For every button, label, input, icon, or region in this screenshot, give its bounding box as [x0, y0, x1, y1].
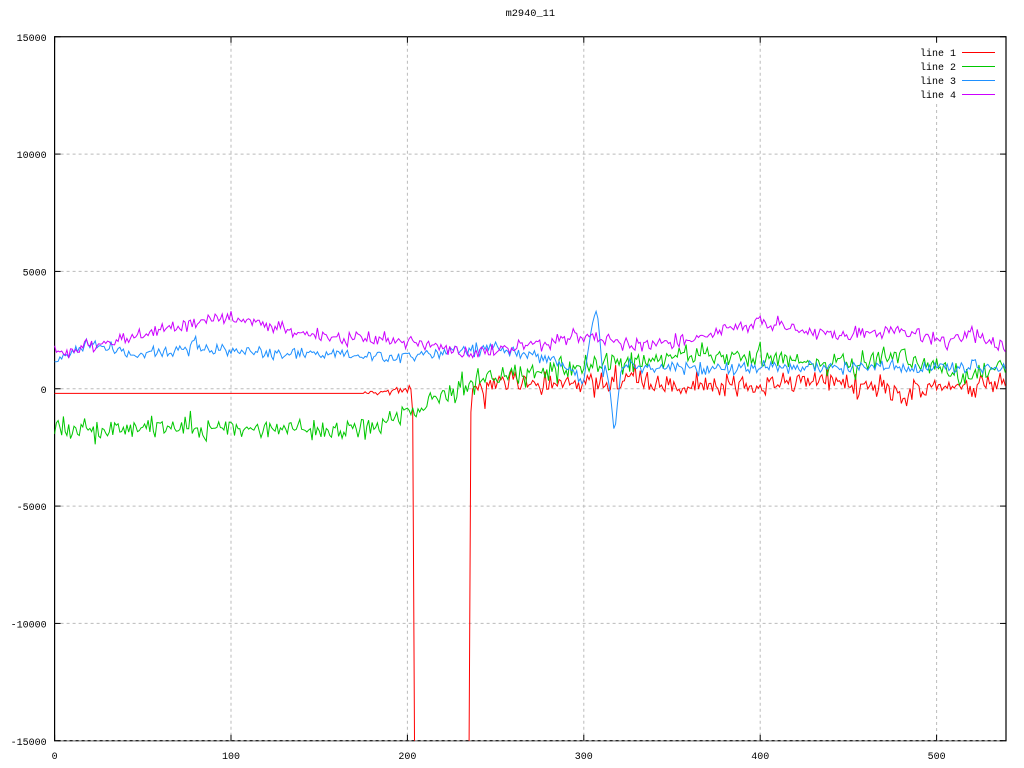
- svg-text:0: 0: [52, 752, 58, 763]
- svg-text:-15000: -15000: [11, 738, 47, 749]
- svg-text:0: 0: [41, 386, 47, 397]
- svg-text:200: 200: [398, 752, 416, 763]
- svg-text:line 2: line 2: [920, 62, 956, 74]
- svg-text:-10000: -10000: [11, 620, 47, 631]
- svg-text:line 4: line 4: [920, 90, 956, 102]
- svg-text:100: 100: [222, 752, 240, 763]
- svg-text:10000: 10000: [17, 151, 47, 162]
- svg-text:400: 400: [751, 752, 769, 763]
- svg-text:-5000: -5000: [17, 503, 47, 514]
- svg-text:300: 300: [575, 752, 593, 763]
- svg-text:m2940_11: m2940_11: [506, 8, 555, 20]
- svg-text:line 1: line 1: [920, 48, 956, 60]
- svg-text:500: 500: [928, 752, 946, 763]
- svg-text:15000: 15000: [17, 34, 47, 45]
- svg-text:line 3: line 3: [920, 76, 956, 88]
- svg-text:5000: 5000: [23, 268, 47, 279]
